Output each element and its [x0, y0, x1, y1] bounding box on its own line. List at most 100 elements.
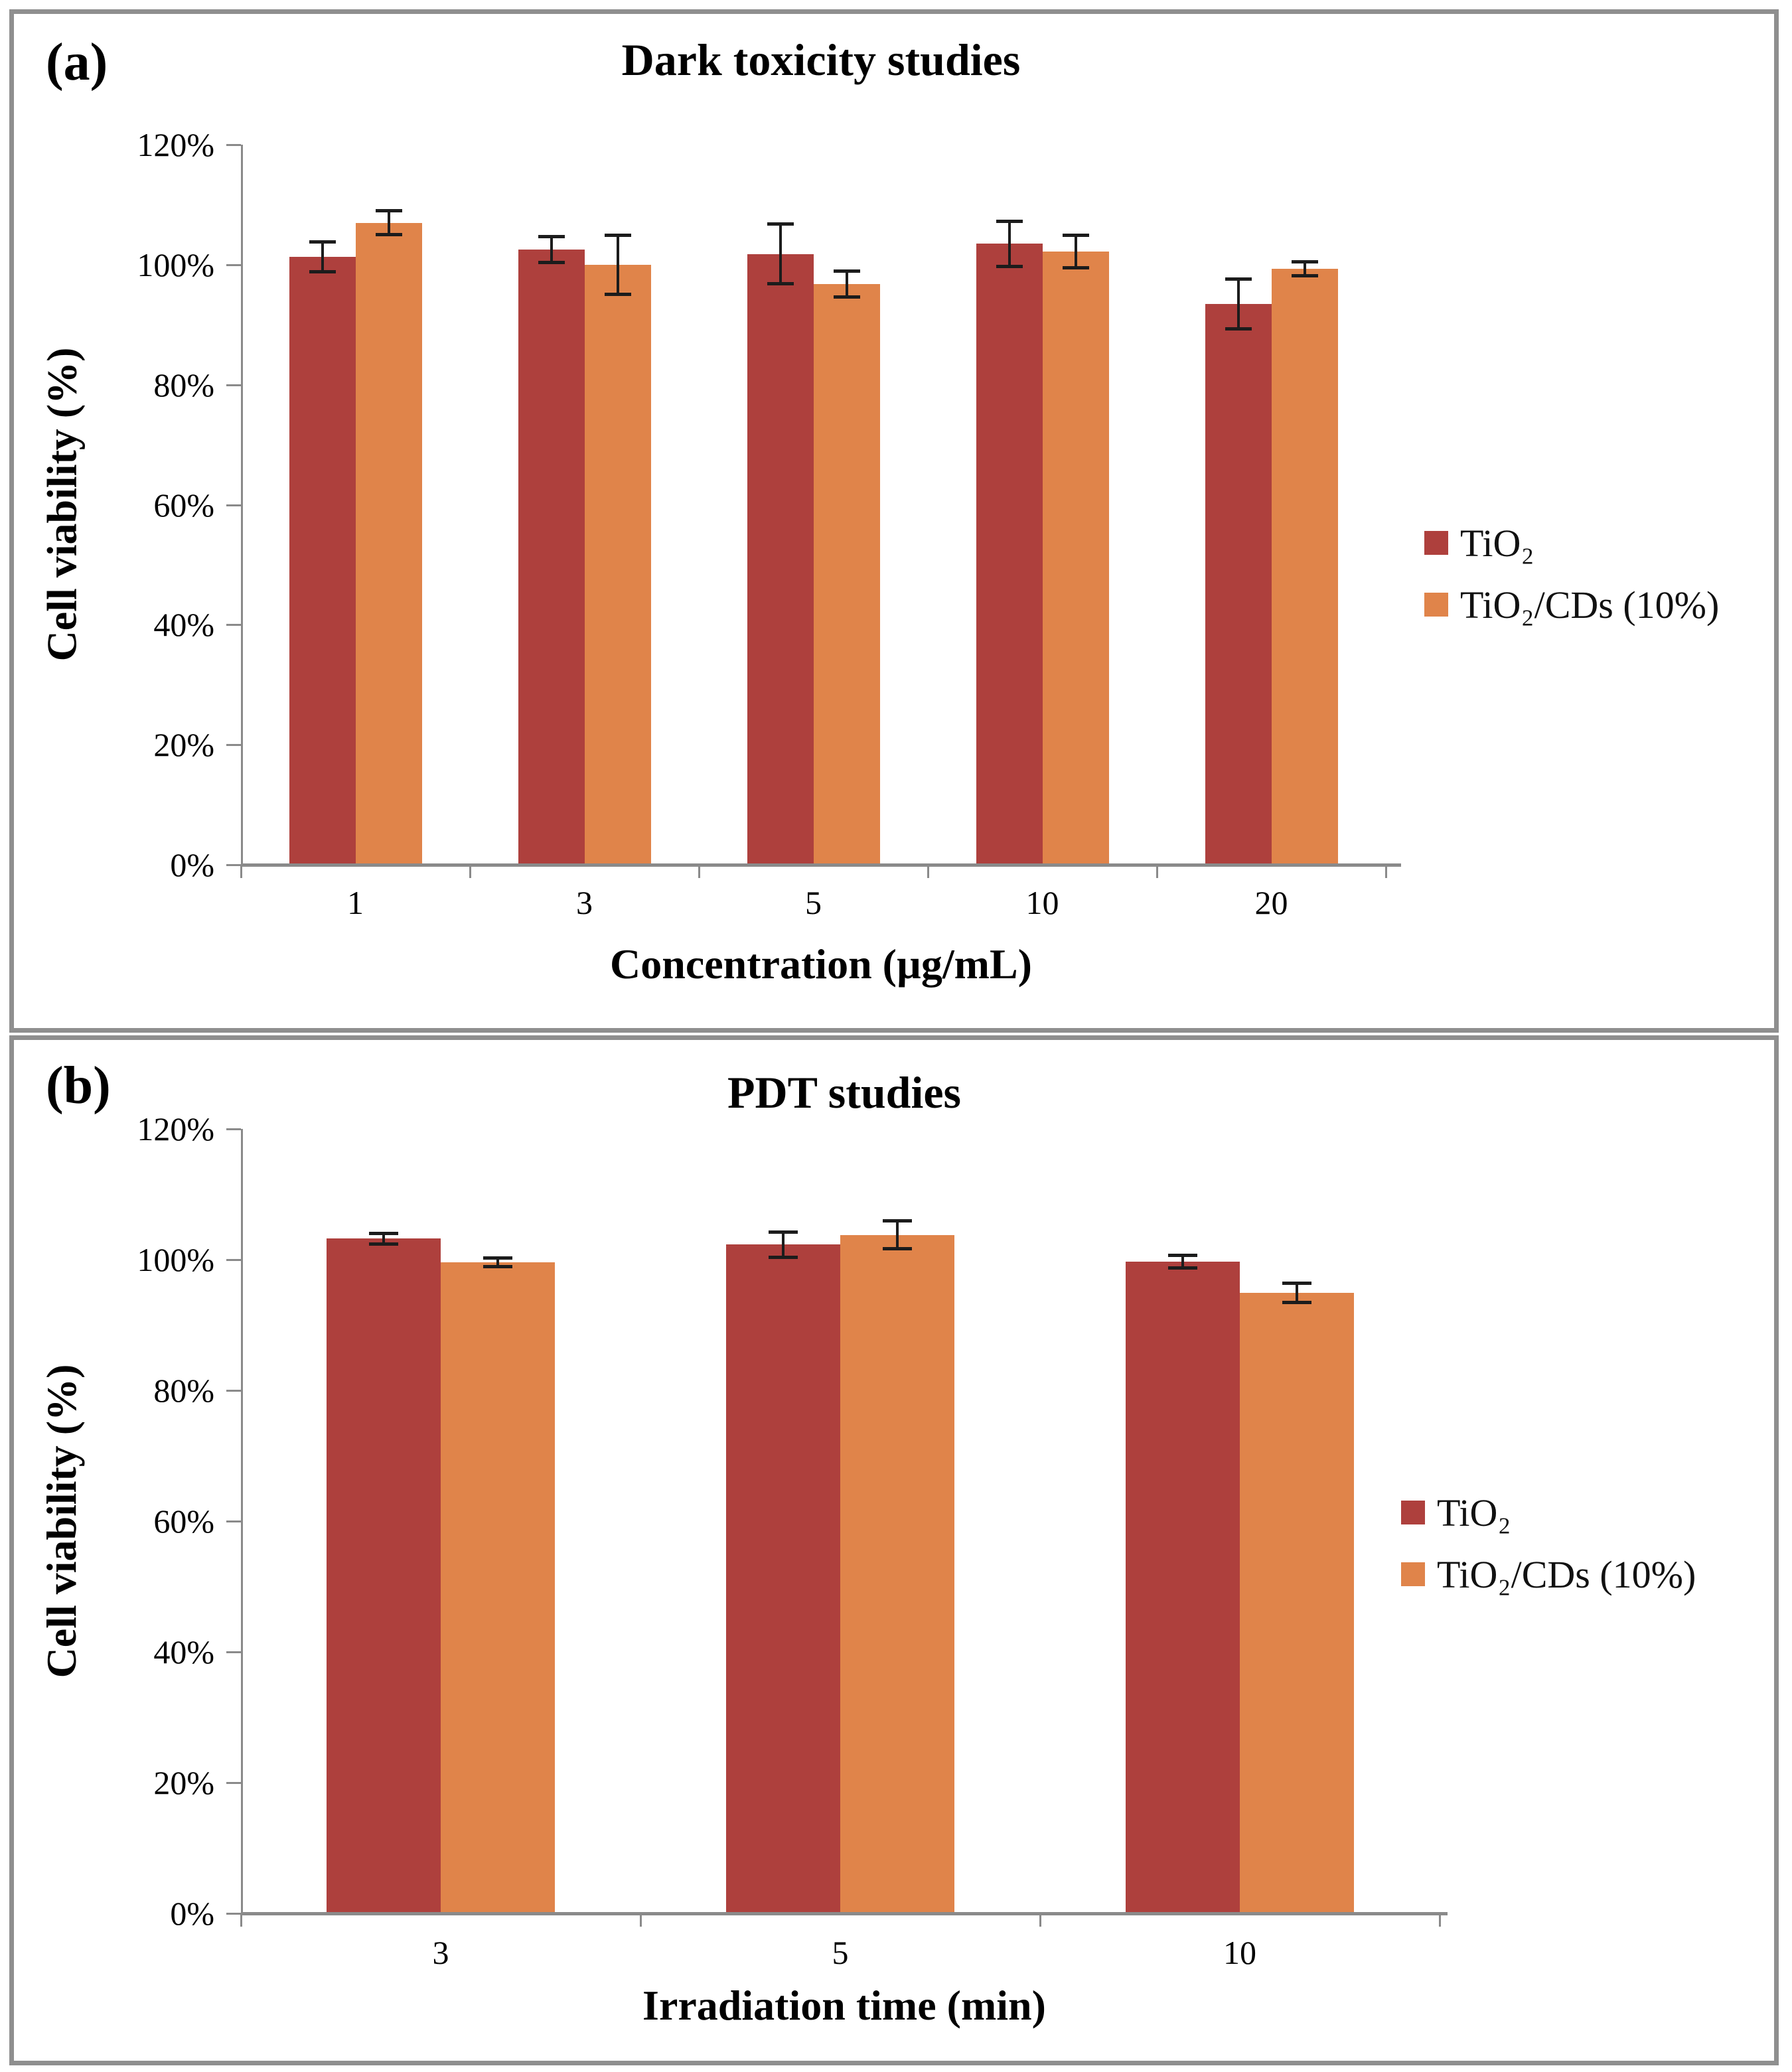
error-bar-cap: [1168, 1254, 1197, 1258]
y-tick-label: 80%: [153, 1372, 214, 1409]
x-tick-mark: [1439, 1913, 1441, 1927]
bar-tio2-cds: [813, 283, 880, 865]
error-bar-cap: [369, 1231, 398, 1235]
legend-item-tio2: TiO₂: [1424, 516, 1534, 569]
panel-a-x-axis-title: Concentration (µg/mL): [610, 940, 1032, 988]
y-tick-label: 80%: [153, 366, 214, 404]
error-bar-cap: [369, 1242, 398, 1246]
x-axis-line: [241, 863, 1401, 867]
y-tick-mark: [226, 1782, 241, 1784]
y-tick-label: 60%: [153, 486, 214, 524]
x-tick-mark: [1385, 865, 1387, 878]
error-bar: [550, 236, 553, 263]
error-bar-cap: [769, 1230, 798, 1234]
x-tick-label: 5: [832, 1934, 849, 1971]
x-tick-mark: [1039, 1913, 1041, 1927]
panel-b-label: (b): [46, 1057, 111, 1115]
y-tick-label: 0%: [170, 1895, 214, 1932]
error-bar-cap: [883, 1219, 912, 1222]
error-bar: [782, 1231, 784, 1258]
error-bar-cap: [483, 1264, 512, 1268]
bar-tio2-cds: [840, 1234, 954, 1913]
y-tick-mark: [226, 1913, 241, 1915]
error-bar: [1236, 278, 1240, 329]
legend-label-tio2: TiO₂: [1437, 1491, 1511, 1534]
legend-swatch-tio2-cds: [1401, 1562, 1425, 1586]
y-tick-mark: [226, 384, 241, 386]
x-axis-line: [241, 1912, 1448, 1915]
error-bar: [1181, 1255, 1184, 1268]
legend-item-tio2-cds: TiO₂/CDs (10%): [1401, 1548, 1696, 1601]
bar-tio2: [1126, 1261, 1240, 1913]
y-tick-label: 100%: [137, 246, 214, 283]
x-tick-label: 20: [1254, 884, 1288, 921]
x-tick-mark: [698, 865, 700, 878]
error-bar: [1008, 220, 1011, 267]
error-bar-cap: [767, 222, 794, 226]
error-bar-cap: [375, 232, 402, 236]
panel-a-label: (a): [46, 33, 108, 92]
legend-label-tio2-cds: TiO₂/CDs (10%): [1437, 1552, 1696, 1596]
x-tick-label: 10: [1025, 884, 1059, 921]
x-tick-mark: [1156, 865, 1158, 878]
legend-swatch-tio2: [1424, 531, 1448, 555]
x-tick-label: 5: [805, 884, 822, 921]
error-bar-cap: [833, 269, 860, 273]
bar-tio2: [518, 250, 585, 865]
error-bar-cap: [538, 261, 565, 265]
bar-tio2-cds: [355, 222, 422, 865]
bar-tio2-cds: [1240, 1293, 1354, 1913]
legend-item-tio2-cds: TiO₂/CDs (10%): [1424, 578, 1719, 631]
panel-a-y-axis-title: Cell viability (%): [38, 347, 86, 662]
x-tick-label: 10: [1223, 1934, 1256, 1971]
y-tick-label: 120%: [137, 126, 214, 163]
error-bar-cap: [1291, 274, 1318, 277]
error-bar-cap: [1062, 266, 1089, 270]
x-tick-label: 3: [576, 884, 593, 921]
bar-tio2: [1205, 303, 1272, 865]
error-bar-cap: [833, 295, 860, 299]
error-bar-cap: [996, 264, 1023, 268]
y-axis-line: [241, 1129, 243, 1913]
x-tick-mark: [240, 1913, 242, 1927]
error-bar: [387, 210, 390, 235]
y-tick-label: 40%: [153, 606, 214, 644]
y-tick-mark: [226, 263, 241, 266]
bar-tio2-cds: [1271, 269, 1338, 865]
error-bar-cap: [1225, 327, 1252, 331]
y-tick-mark: [226, 1651, 241, 1653]
panel-a-title: Dark toxicity studies: [621, 35, 1021, 85]
error-bar: [1303, 261, 1306, 276]
error-bar-cap: [767, 281, 794, 285]
panel-b-title: PDT studies: [727, 1067, 962, 1118]
x-tick-mark: [469, 865, 471, 878]
error-bar-cap: [883, 1247, 912, 1251]
bar-tio2-cds: [441, 1262, 555, 1913]
legend-label-tio2: TiO₂: [1460, 521, 1534, 565]
bar-tio2: [976, 244, 1043, 865]
legend-item-tio2: TiO₂: [1401, 1486, 1511, 1539]
bar-tio2: [726, 1244, 840, 1913]
y-tick-mark: [226, 744, 241, 747]
y-tick-label: 60%: [153, 1503, 214, 1540]
error-bar-cap: [1282, 1282, 1311, 1286]
y-tick-mark: [226, 1259, 241, 1261]
error-bar: [321, 242, 324, 272]
error-bar: [616, 234, 619, 295]
y-axis-line: [241, 145, 243, 865]
error-bar-cap: [1062, 233, 1089, 237]
x-tick-mark: [240, 865, 242, 878]
y-tick-mark: [226, 1390, 241, 1392]
bar-tio2-cds: [584, 264, 651, 865]
panel-b-x-axis-title: Irradiation time (min): [642, 1982, 1046, 2029]
error-bar: [779, 224, 782, 284]
y-tick-label: 100%: [137, 1241, 214, 1278]
error-bar-cap: [604, 233, 631, 237]
bar-tio2: [289, 257, 356, 865]
error-bar: [1074, 234, 1077, 269]
y-tick-mark: [226, 1520, 241, 1522]
error-bar-cap: [769, 1256, 798, 1260]
y-tick-mark: [226, 144, 241, 146]
y-tick-mark: [226, 1128, 241, 1130]
legend-swatch-tio2: [1401, 1501, 1425, 1524]
